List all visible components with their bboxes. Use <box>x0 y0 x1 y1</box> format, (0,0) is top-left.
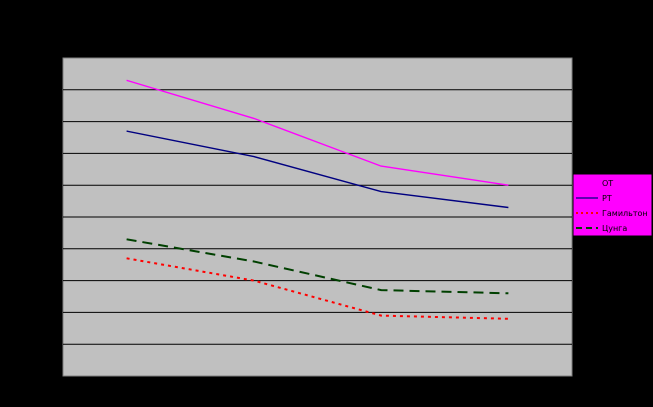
series-line-2 <box>126 130 509 209</box>
series-line-4 <box>126 238 509 295</box>
legend-label-4: Цунга <box>602 224 627 233</box>
series-line-1 <box>126 79 509 186</box>
legend-box <box>572 173 653 237</box>
series-line-3 <box>126 257 509 320</box>
legend-label-3: Гамильтон <box>602 209 648 218</box>
gridlines <box>63 89 572 345</box>
legend: ОТ РТ Гамильтон Цунга <box>572 173 653 237</box>
legend-label-1: ОТ <box>602 179 613 188</box>
legend-label-2: РТ <box>602 194 612 203</box>
series-layer <box>126 79 509 320</box>
